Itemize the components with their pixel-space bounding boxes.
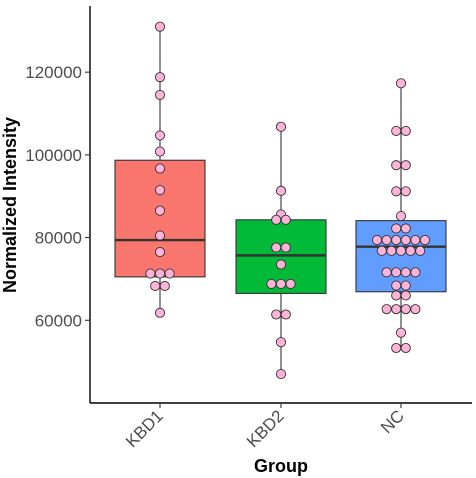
data-point [154, 268, 166, 279]
data-point [271, 214, 282, 225]
box-group-kbd1 [114, 21, 206, 318]
plot-area [114, 21, 447, 380]
x-tick-label: KBD2 [243, 406, 288, 451]
data-point [391, 267, 402, 278]
data-point [386, 245, 397, 256]
data-point [164, 268, 175, 279]
data-point [400, 125, 411, 136]
data-point [280, 214, 291, 225]
data-point [150, 280, 161, 292]
data-point [154, 21, 166, 32]
data-point [400, 235, 411, 246]
data-point [154, 184, 166, 196]
data-point [400, 342, 411, 354]
data-point [400, 223, 411, 234]
data-point [271, 309, 282, 320]
data-point [395, 78, 407, 89]
y-tick-label: 60000 [35, 311, 82, 330]
data-point [145, 268, 156, 279]
data-point [381, 235, 392, 246]
data-point [154, 163, 166, 174]
y-tick-label: 100000 [25, 146, 82, 165]
data-point [391, 290, 402, 301]
data-point [154, 72, 166, 83]
data-point [391, 235, 402, 246]
data-point [400, 160, 411, 171]
x-tick-label: NC [377, 406, 408, 437]
data-point [395, 245, 407, 256]
data-point [391, 186, 402, 197]
data-point [381, 267, 392, 278]
data-point [154, 247, 166, 258]
data-point [400, 280, 411, 291]
data-point [391, 125, 402, 136]
data-point [400, 186, 411, 197]
data-point [391, 342, 402, 354]
data-point [410, 267, 421, 278]
data-point [275, 369, 287, 380]
data-point [154, 230, 166, 241]
box [355, 220, 447, 293]
data-point [410, 235, 421, 246]
data-point [391, 223, 402, 234]
data-point [154, 130, 166, 141]
data-point [275, 337, 287, 348]
data-point [391, 304, 402, 315]
box [114, 159, 206, 278]
data-point [285, 278, 296, 289]
x-tick-label: KBD1 [122, 406, 167, 451]
data-point [154, 205, 166, 216]
data-point [154, 307, 166, 318]
data-point [371, 235, 383, 246]
data-point [381, 304, 392, 315]
data-point [280, 309, 291, 320]
data-point [395, 327, 407, 338]
data-point [405, 245, 416, 256]
x-axis: KBD1 KBD2 NC [90, 402, 472, 451]
data-point [395, 211, 407, 222]
data-point [271, 242, 282, 253]
data-point [275, 185, 287, 196]
data-point [266, 278, 277, 289]
data-point [154, 89, 166, 100]
x-axis-title: Group [254, 456, 308, 476]
data-point [376, 245, 387, 256]
data-point [400, 267, 411, 278]
y-axis: 60000 80000 100000 120000 [25, 6, 91, 403]
data-point [275, 121, 287, 132]
box-group-kbd2 [235, 121, 327, 380]
y-tick-label: 120000 [25, 63, 82, 82]
data-point [275, 259, 287, 270]
y-axis-title: Normalized Intensity [0, 117, 20, 293]
data-point [400, 290, 411, 301]
data-point [415, 245, 426, 256]
data-point [280, 242, 291, 253]
data-point [400, 304, 411, 315]
data-point [275, 278, 287, 289]
data-point [410, 304, 421, 315]
data-point [159, 280, 170, 292]
data-point [154, 146, 166, 157]
data-point [419, 235, 431, 246]
box-group-nc [355, 78, 447, 354]
data-point [391, 280, 402, 291]
y-tick-label: 80000 [35, 229, 82, 248]
data-point [391, 160, 402, 171]
